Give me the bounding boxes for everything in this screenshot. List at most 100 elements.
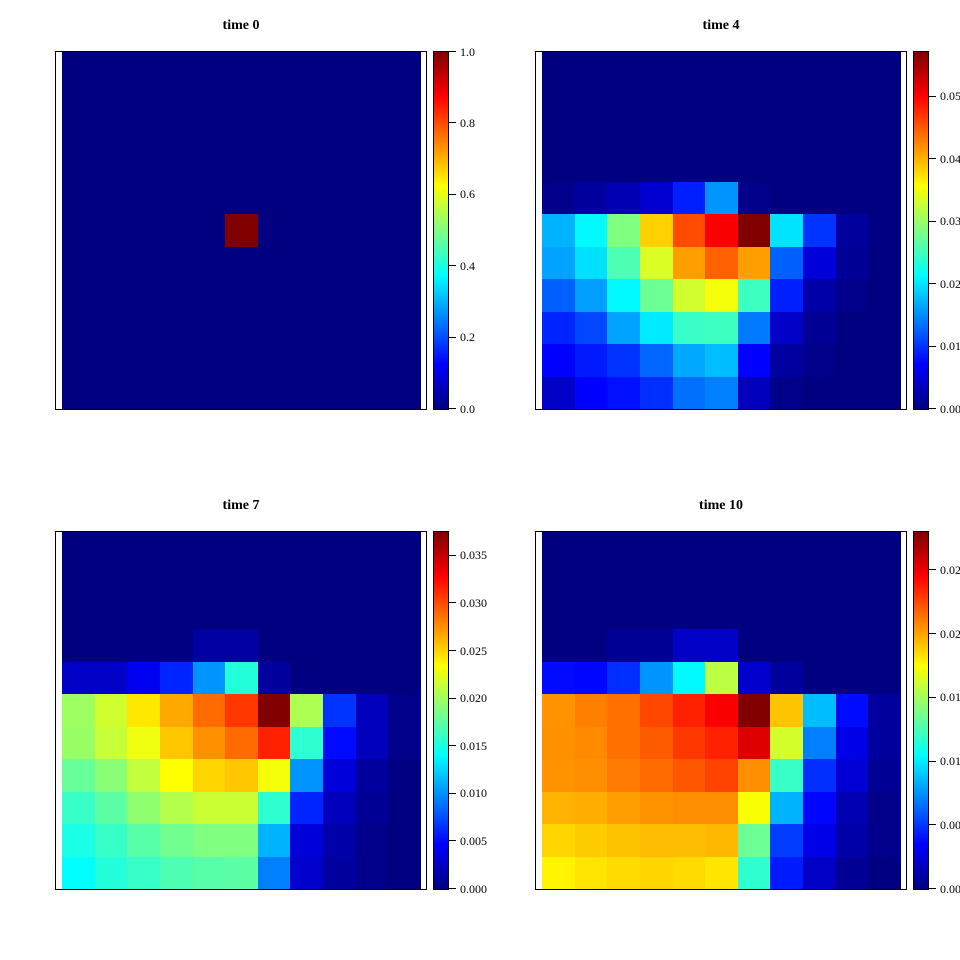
heatmap-cell <box>607 661 640 695</box>
heatmap-cell <box>705 596 738 630</box>
heatmap-cell <box>542 564 575 597</box>
heatmap-cell <box>770 694 804 727</box>
heatmap-cell <box>639 856 673 889</box>
heatmap-cell <box>835 214 869 247</box>
panel-time-10: time 10 0.000 0.005 0.010 0.015 0.020 0.025 <box>480 480 960 960</box>
heatmap-cell <box>388 791 421 825</box>
panel-title: time 4 <box>702 18 740 33</box>
heatmap-cell <box>94 694 128 727</box>
heatmap-cell <box>290 629 324 662</box>
heatmap-cell <box>835 856 869 889</box>
heatmap-cell <box>607 564 640 597</box>
heatmap-cell <box>607 824 640 857</box>
heatmap-cell <box>705 759 738 792</box>
heatmap-cell <box>94 532 128 565</box>
heatmap-cell <box>192 149 226 182</box>
heatmap-cell <box>388 824 421 857</box>
heatmap-cell <box>323 694 356 727</box>
heatmap-cell <box>94 149 128 182</box>
heatmap-cell <box>607 52 640 85</box>
heatmap-cell <box>257 596 291 630</box>
heatmap-cell <box>290 279 324 312</box>
heatmap-cell <box>672 376 706 409</box>
heatmap-cell <box>737 759 771 792</box>
heatmap-cell <box>94 279 128 312</box>
heatmap-cell <box>225 214 258 247</box>
heatmap-cell <box>192 596 226 630</box>
heatmap-cell <box>672 791 706 825</box>
heatmap-cell <box>225 52 258 85</box>
heatmap-cell <box>257 52 291 85</box>
heatmap-cell <box>290 214 324 247</box>
colorbar-tick <box>929 760 936 762</box>
heatmap-cell <box>323 246 356 280</box>
heatmap-cell <box>868 759 901 792</box>
heatmap-cell <box>323 824 356 857</box>
colorbar-tick-label: 0.2 <box>460 330 475 345</box>
heatmap-cell <box>607 694 640 727</box>
heatmap-cell <box>607 376 640 409</box>
heatmap-cell <box>94 344 128 377</box>
heatmap-cell <box>835 694 869 727</box>
heatmap-cell <box>290 376 324 409</box>
heatmap-cell <box>225 791 258 825</box>
heatmap-cell <box>770 856 804 889</box>
heatmap-cell <box>192 376 226 409</box>
heatmap-cell <box>127 791 160 825</box>
heatmap-cell <box>323 596 356 630</box>
heatmap-cell <box>225 694 258 727</box>
heatmap-cell <box>607 726 640 760</box>
colorbar-tick-label: 0.020 <box>460 691 487 706</box>
heatmap-cell <box>770 246 804 280</box>
heatmap-cell <box>607 279 640 312</box>
heatmap-cell <box>574 824 608 857</box>
colorbar-tick <box>449 265 456 267</box>
heatmap-cell <box>225 564 258 597</box>
heatmap-cell <box>705 214 738 247</box>
panel-title: time 10 <box>699 498 743 513</box>
heatmap-cell <box>323 84 356 117</box>
heatmap-cell <box>705 116 738 150</box>
heatmap-cell <box>542 376 575 409</box>
heatmap-cell <box>225 181 258 215</box>
heatmap-cell <box>574 344 608 377</box>
heatmap-cell <box>672 596 706 630</box>
heatmap-cell <box>542 726 575 760</box>
heatmap-cell <box>127 856 160 889</box>
heatmap-cell <box>257 246 291 280</box>
heatmap-cell <box>639 311 673 345</box>
heatmap-cell <box>192 311 226 345</box>
heatmap-cell <box>257 279 291 312</box>
heatmap-cell <box>62 181 95 215</box>
heatmap-cell <box>62 824 95 857</box>
heatmap-cell <box>574 694 608 727</box>
panel-time-0: time 0 0.0 0.2 0.4 0.6 0.8 1.0 <box>0 0 480 480</box>
heatmap-cell <box>257 726 291 760</box>
colorbar-tick-label: 1.0 <box>460 44 475 59</box>
heatmap-cell <box>290 759 324 792</box>
heatmap-cell <box>388 856 421 889</box>
heatmap-cell <box>355 116 389 150</box>
heatmap-cell <box>705 84 738 117</box>
heatmap-cell <box>574 214 608 247</box>
heatmap-cell <box>542 181 575 215</box>
heatmap-cell <box>542 149 575 182</box>
heatmap-cell <box>192 824 226 857</box>
colorbar-tick <box>449 602 456 604</box>
heatmap-cell <box>94 824 128 857</box>
heatmap-cell <box>770 596 804 630</box>
heatmap-cell <box>803 791 836 825</box>
heatmap-cell <box>770 532 804 565</box>
heatmap-cell <box>574 181 608 215</box>
heatmap-cell <box>737 149 771 182</box>
heatmap-cell <box>355 344 389 377</box>
heatmap-cell <box>574 564 608 597</box>
heatmap-cell <box>672 52 706 85</box>
heatmap-cell <box>290 246 324 280</box>
heatmap-cell <box>127 214 160 247</box>
heatmap-cell <box>388 116 421 150</box>
heatmap-cell <box>639 279 673 312</box>
heatmap-cell <box>159 532 193 565</box>
heatmap-cell <box>574 629 608 662</box>
heatmap-cell <box>737 824 771 857</box>
